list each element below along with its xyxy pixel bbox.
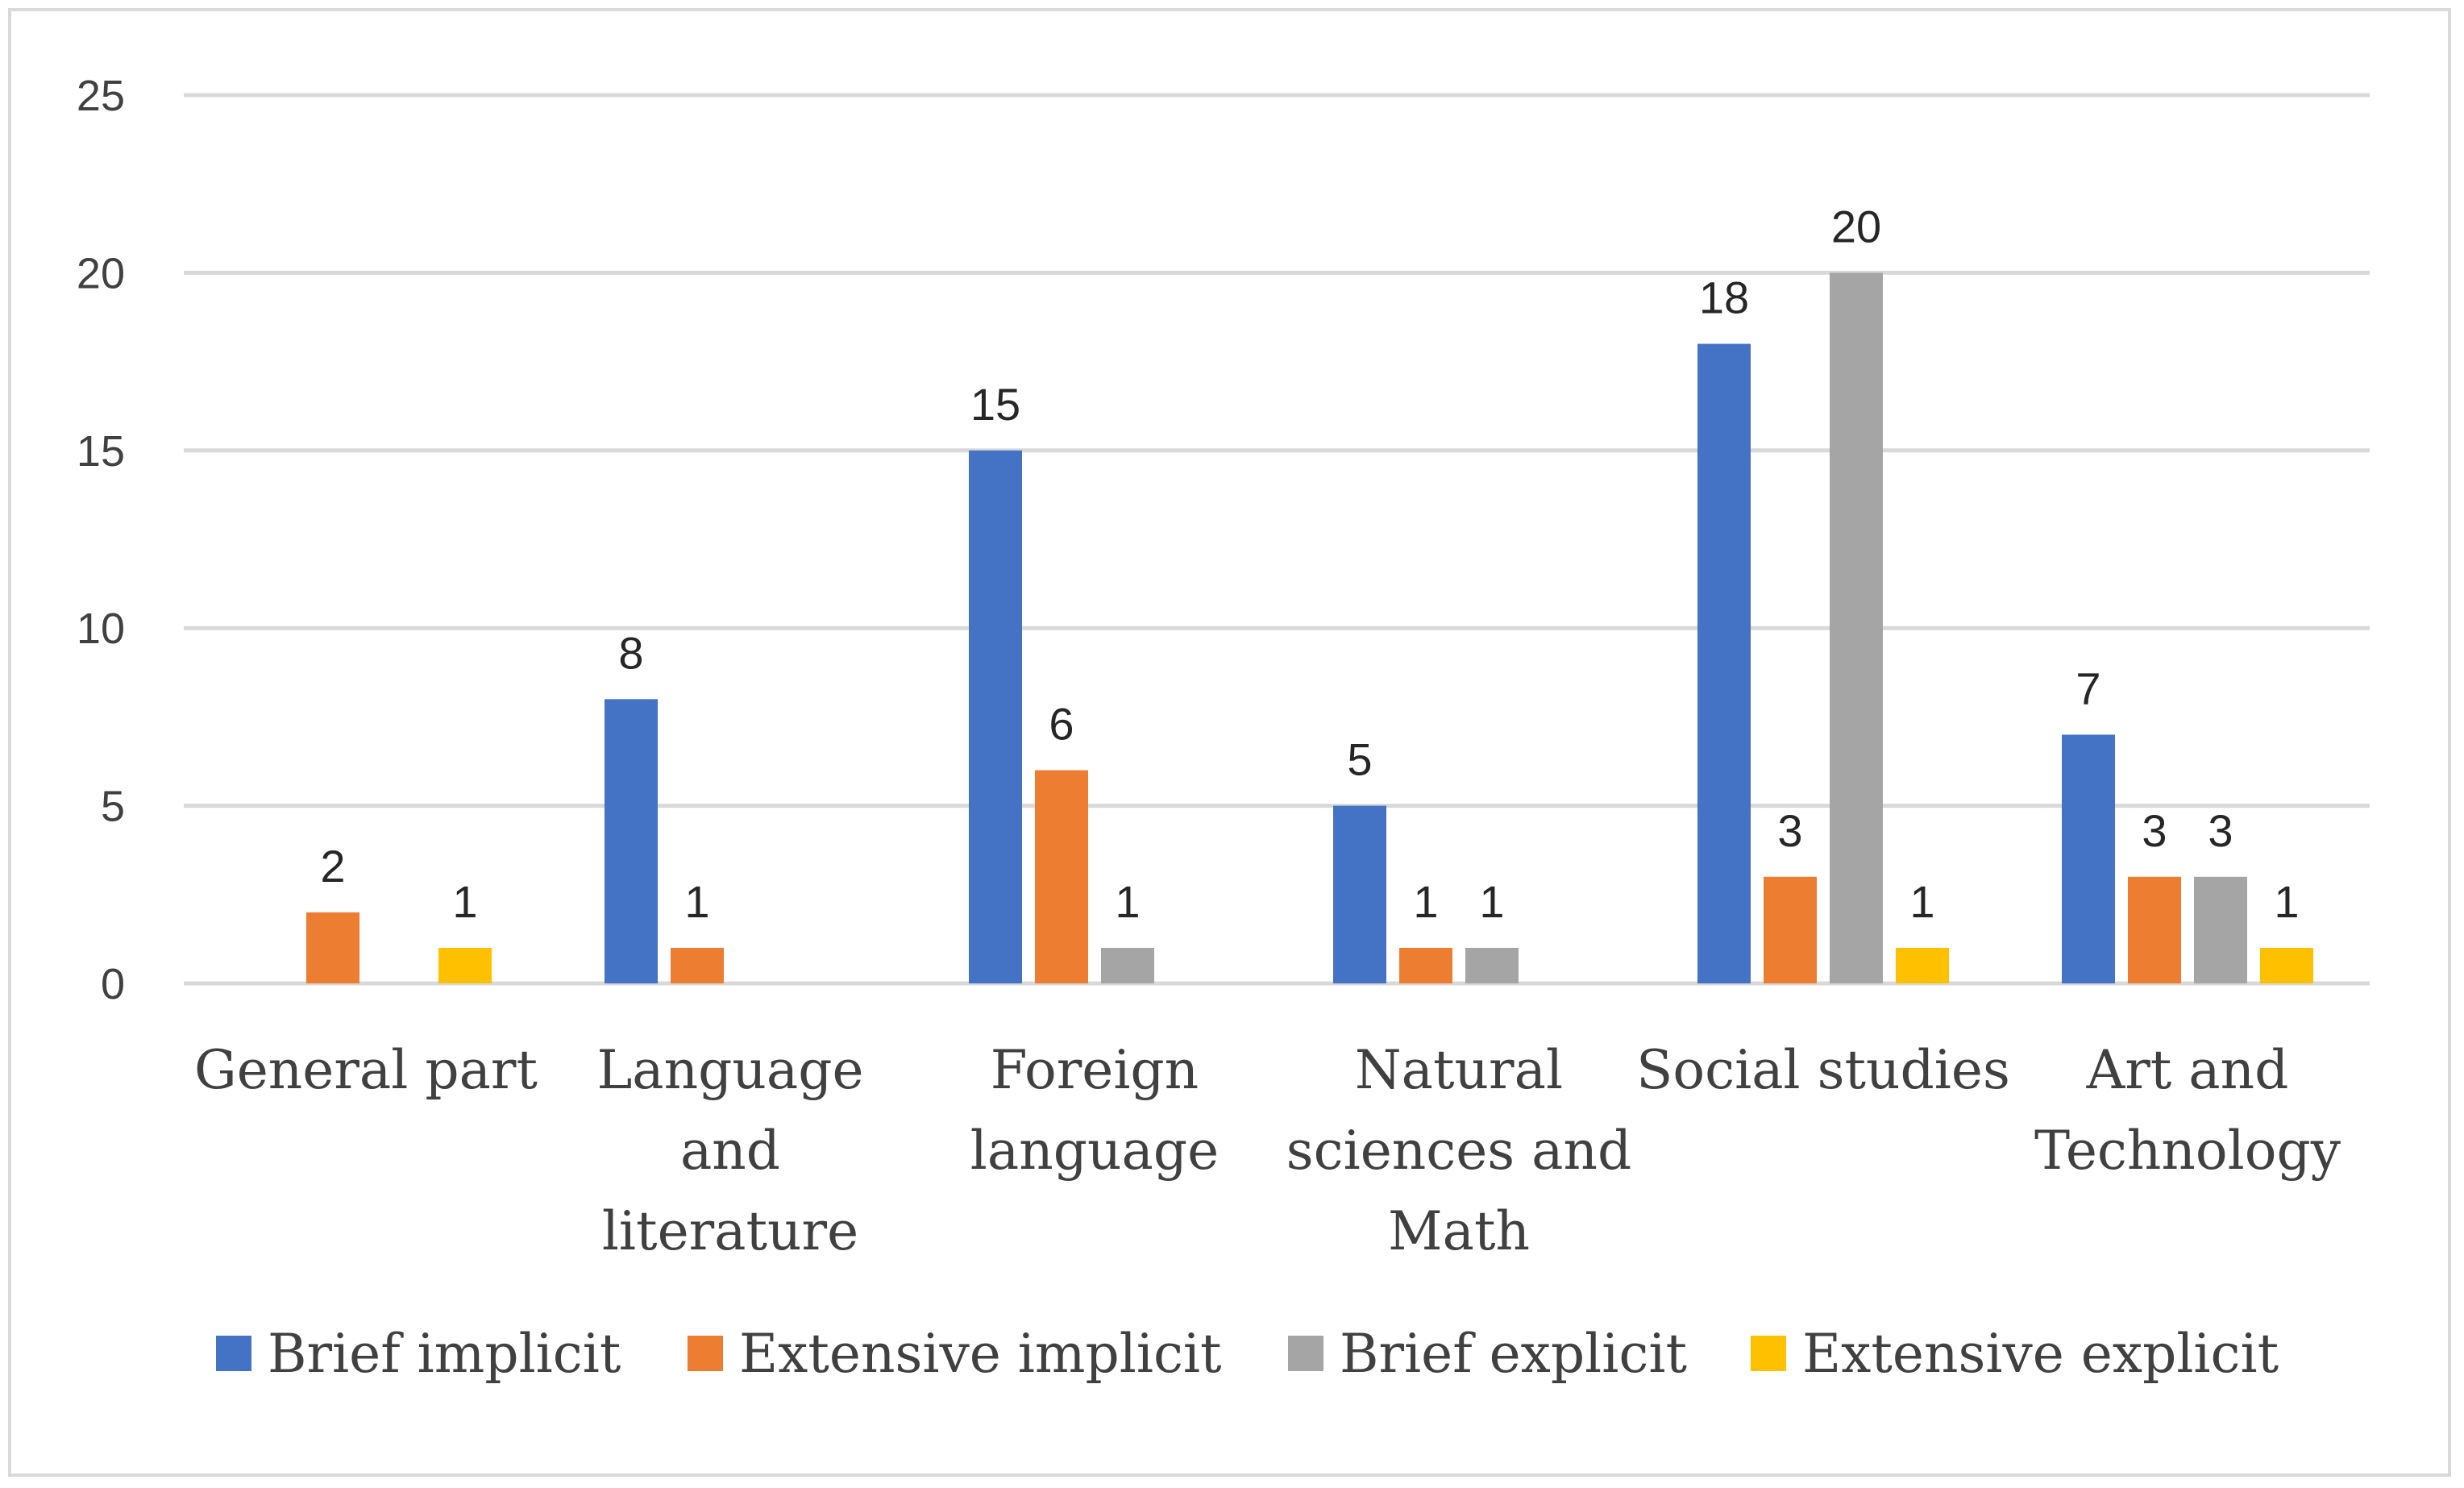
- x-tick-label-natural-sciences-and-math-line-2: sciences and: [1286, 1120, 1631, 1182]
- data-label-extensive-implicit-natural-sciences-and-math: 1: [1413, 876, 1438, 927]
- y-tick-label-25: 25: [77, 72, 125, 120]
- data-label-extensive-implicit-social-studies: 3: [1777, 805, 1802, 856]
- x-tick-label-foreign-language-line-1: Foreign: [991, 1039, 1199, 1101]
- data-label-brief-explicit-social-studies: 20: [1831, 201, 1881, 251]
- bar-brief-explicit-social-studies: [1830, 272, 1883, 983]
- legend-swatch-brief-explicit: [1288, 1336, 1323, 1371]
- data-label-extensive-implicit-foreign-language: 6: [1049, 699, 1074, 750]
- data-label-brief-implicit-language-and-literature: 8: [618, 627, 643, 678]
- data-label-extensive-explicit-art-and-technology: 1: [2274, 876, 2299, 927]
- x-tick-label-art-and-technology-line-2: Technology: [2034, 1120, 2341, 1182]
- y-tick-label-20: 20: [77, 249, 125, 297]
- x-tick-label-art-and-technology-line-1: Art and: [2086, 1039, 2289, 1101]
- data-label-brief-explicit-art-and-technology: 3: [2208, 805, 2233, 856]
- bar-extensive-implicit-language-and-literature: [671, 947, 724, 983]
- legend-label-extensive-implicit: Extensive implicit: [739, 1323, 1222, 1385]
- y-tick-label-10: 10: [77, 605, 125, 653]
- x-tick-label-language-and-literature-line-3: literature: [602, 1200, 858, 1262]
- legend-label-brief-explicit: Brief explicit: [1340, 1323, 1687, 1385]
- bar-brief-implicit-social-studies: [1697, 343, 1751, 983]
- bar-extensive-implicit-social-studies: [1764, 876, 1817, 983]
- bar-extensive-explicit-general-part: [438, 947, 492, 983]
- legend-swatch-brief-implicit: [216, 1336, 251, 1371]
- data-label-brief-implicit-art-and-technology: 7: [2075, 663, 2100, 713]
- bar-extensive-explicit-art-and-technology: [2260, 947, 2313, 983]
- legend-swatch-extensive-explicit: [1751, 1336, 1786, 1371]
- data-label-brief-explicit-natural-sciences-and-math: 1: [1479, 876, 1504, 927]
- x-tick-label-language-and-literature-line-2: and: [680, 1120, 780, 1182]
- data-label-brief-explicit-foreign-language: 1: [1115, 876, 1140, 927]
- bar-brief-explicit-foreign-language: [1101, 947, 1154, 983]
- bar-extensive-implicit-art-and-technology: [2128, 876, 2181, 983]
- data-label-extensive-implicit-language-and-literature: 1: [684, 876, 709, 927]
- x-tick-label-natural-sciences-and-math-line-1: Natural: [1355, 1039, 1563, 1101]
- y-tick-label-5: 5: [101, 783, 125, 831]
- data-label-extensive-explicit-social-studies: 1: [1909, 876, 1934, 927]
- x-tick-label-social-studies-line-1: Social studies: [1636, 1039, 2010, 1101]
- bar-brief-explicit-natural-sciences-and-math: [1465, 947, 1519, 983]
- bar-brief-implicit-language-and-literature: [605, 699, 658, 983]
- bar-brief-implicit-natural-sciences-and-math: [1333, 805, 1386, 983]
- x-tick-label-language-and-literature-line-1: Language: [596, 1039, 863, 1101]
- bar-extensive-implicit-natural-sciences-and-math: [1399, 947, 1452, 983]
- legend-label-extensive-explicit: Extensive explicit: [1802, 1323, 2279, 1385]
- bar-brief-implicit-foreign-language: [969, 450, 1022, 983]
- y-tick-label-15: 15: [77, 427, 125, 476]
- x-tick-label-natural-sciences-and-math-line-3: Math: [1388, 1200, 1530, 1262]
- data-label-extensive-implicit-art-and-technology: 3: [2142, 805, 2167, 856]
- data-label-brief-implicit-social-studies: 18: [1699, 272, 1749, 323]
- data-label-extensive-explicit-general-part: 1: [452, 876, 477, 927]
- x-tick-label-general-part-line-1: General part: [194, 1039, 538, 1101]
- chart-frame: [8, 8, 2451, 1477]
- y-tick-label-0: 0: [101, 960, 125, 1008]
- data-label-extensive-implicit-general-part: 2: [320, 841, 345, 892]
- data-label-brief-implicit-natural-sciences-and-math: 5: [1347, 734, 1372, 785]
- legend-label-brief-implicit: Brief implicit: [268, 1323, 621, 1385]
- x-tick-label-foreign-language-line-2: language: [970, 1120, 1219, 1182]
- bar-extensive-explicit-social-studies: [1896, 947, 1949, 983]
- bar-brief-explicit-art-and-technology: [2194, 876, 2247, 983]
- bar-brief-implicit-art-and-technology: [2062, 734, 2115, 983]
- bar-extensive-implicit-foreign-language: [1035, 770, 1088, 983]
- legend-swatch-extensive-implicit: [688, 1336, 723, 1371]
- data-label-brief-implicit-foreign-language: 15: [970, 379, 1020, 430]
- bar-extensive-implicit-general-part: [306, 912, 359, 983]
